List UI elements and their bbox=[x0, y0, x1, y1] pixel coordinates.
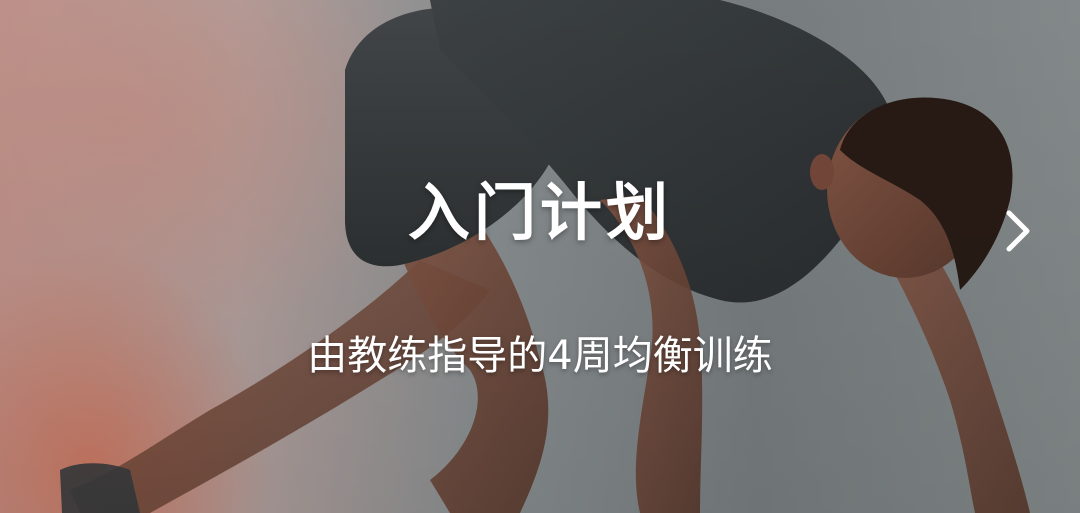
plan-subtitle: 由教练指导的4周均衡训练 bbox=[307, 333, 773, 379]
plan-title: 入门计划 bbox=[407, 176, 672, 249]
chevron-right-icon[interactable] bbox=[996, 205, 1040, 257]
